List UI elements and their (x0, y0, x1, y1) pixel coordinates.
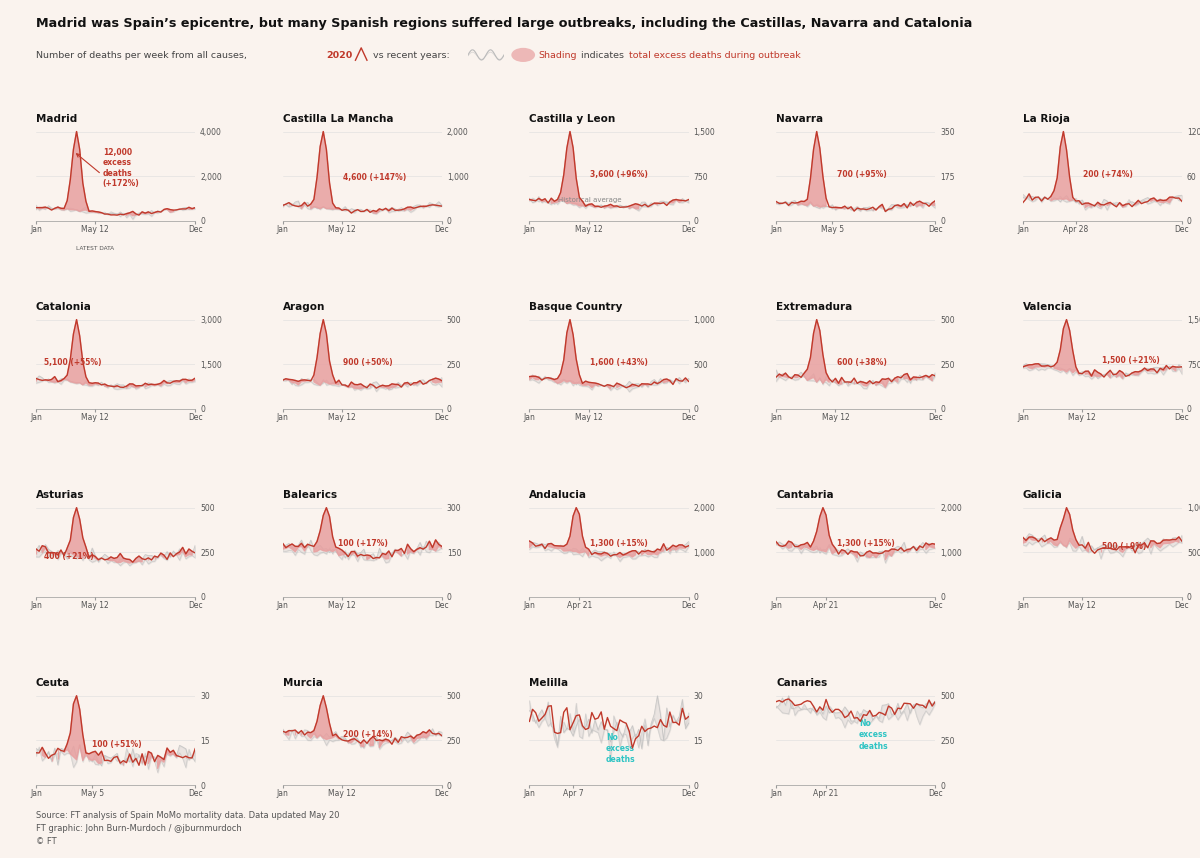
Text: Canaries: Canaries (776, 678, 827, 688)
Text: Castilla La Mancha: Castilla La Mancha (283, 113, 394, 124)
Text: 1,600 (+43%): 1,600 (+43%) (590, 358, 648, 367)
Text: Aragon: Aragon (283, 302, 325, 311)
Text: Valencia: Valencia (1022, 302, 1073, 311)
Text: Navarra: Navarra (776, 113, 823, 124)
Text: Madrid was Spain’s epicentre, but many Spanish regions suffered large outbreaks,: Madrid was Spain’s epicentre, but many S… (36, 17, 972, 30)
Text: 200 (+74%): 200 (+74%) (1084, 170, 1133, 179)
Text: Catalonia: Catalonia (36, 302, 92, 311)
Text: Ceuta: Ceuta (36, 678, 71, 688)
Text: No
excess
deaths: No excess deaths (606, 733, 636, 764)
Text: Andalucia: Andalucia (529, 490, 588, 499)
Text: Extremadura: Extremadura (776, 302, 852, 311)
Text: 200 (+14%): 200 (+14%) (343, 730, 392, 740)
Text: Basque Country: Basque Country (529, 302, 623, 311)
Text: 400 (+21%): 400 (+21%) (44, 552, 94, 561)
Text: LATEST DATA: LATEST DATA (77, 246, 114, 251)
Text: 5,100 (+55%): 5,100 (+55%) (44, 358, 102, 367)
Ellipse shape (511, 48, 535, 62)
Text: Shading: Shading (539, 51, 577, 60)
Text: 1,300 (+15%): 1,300 (+15%) (590, 540, 648, 548)
Text: Castilla y Leon: Castilla y Leon (529, 113, 616, 124)
Text: 1,500 (+21%): 1,500 (+21%) (1103, 356, 1160, 366)
Text: vs recent years:: vs recent years: (370, 51, 452, 60)
Text: total excess deaths during outbreak: total excess deaths during outbreak (629, 51, 800, 60)
Text: No
excess
deaths: No excess deaths (859, 719, 888, 751)
Text: 2020: 2020 (326, 51, 353, 60)
Text: Galicia: Galicia (1022, 490, 1063, 499)
Text: 4,600 (+147%): 4,600 (+147%) (343, 173, 407, 182)
Text: Melilla: Melilla (529, 678, 569, 688)
Text: Number of deaths per week from all causes,: Number of deaths per week from all cause… (36, 51, 250, 60)
Text: Balearics: Balearics (283, 490, 337, 499)
Text: Source: FT analysis of Spain MoMo mortality data. Data updated May 20
FT graphic: Source: FT analysis of Spain MoMo mortal… (36, 811, 340, 846)
Text: 500 (+9%): 500 (+9%) (1103, 542, 1147, 552)
Text: 100 (+17%): 100 (+17%) (338, 540, 389, 548)
Text: 3,600 (+96%): 3,600 (+96%) (590, 170, 648, 179)
Text: Asturias: Asturias (36, 490, 84, 499)
Text: 700 (+95%): 700 (+95%) (836, 170, 887, 179)
Text: 600 (+38%): 600 (+38%) (836, 358, 887, 367)
Text: 900 (+50%): 900 (+50%) (343, 358, 392, 367)
Text: 100 (+51%): 100 (+51%) (91, 740, 142, 749)
Text: Madrid: Madrid (36, 113, 77, 124)
Text: Historical average: Historical average (558, 197, 622, 203)
Text: La Rioja: La Rioja (1022, 113, 1070, 124)
Text: indicates: indicates (578, 51, 628, 60)
Text: 12,000
excess
deaths
(+172%): 12,000 excess deaths (+172%) (103, 148, 139, 188)
Text: Murcia: Murcia (283, 678, 323, 688)
Text: 1,300 (+15%): 1,300 (+15%) (836, 540, 894, 548)
Text: Cantabria: Cantabria (776, 490, 834, 499)
